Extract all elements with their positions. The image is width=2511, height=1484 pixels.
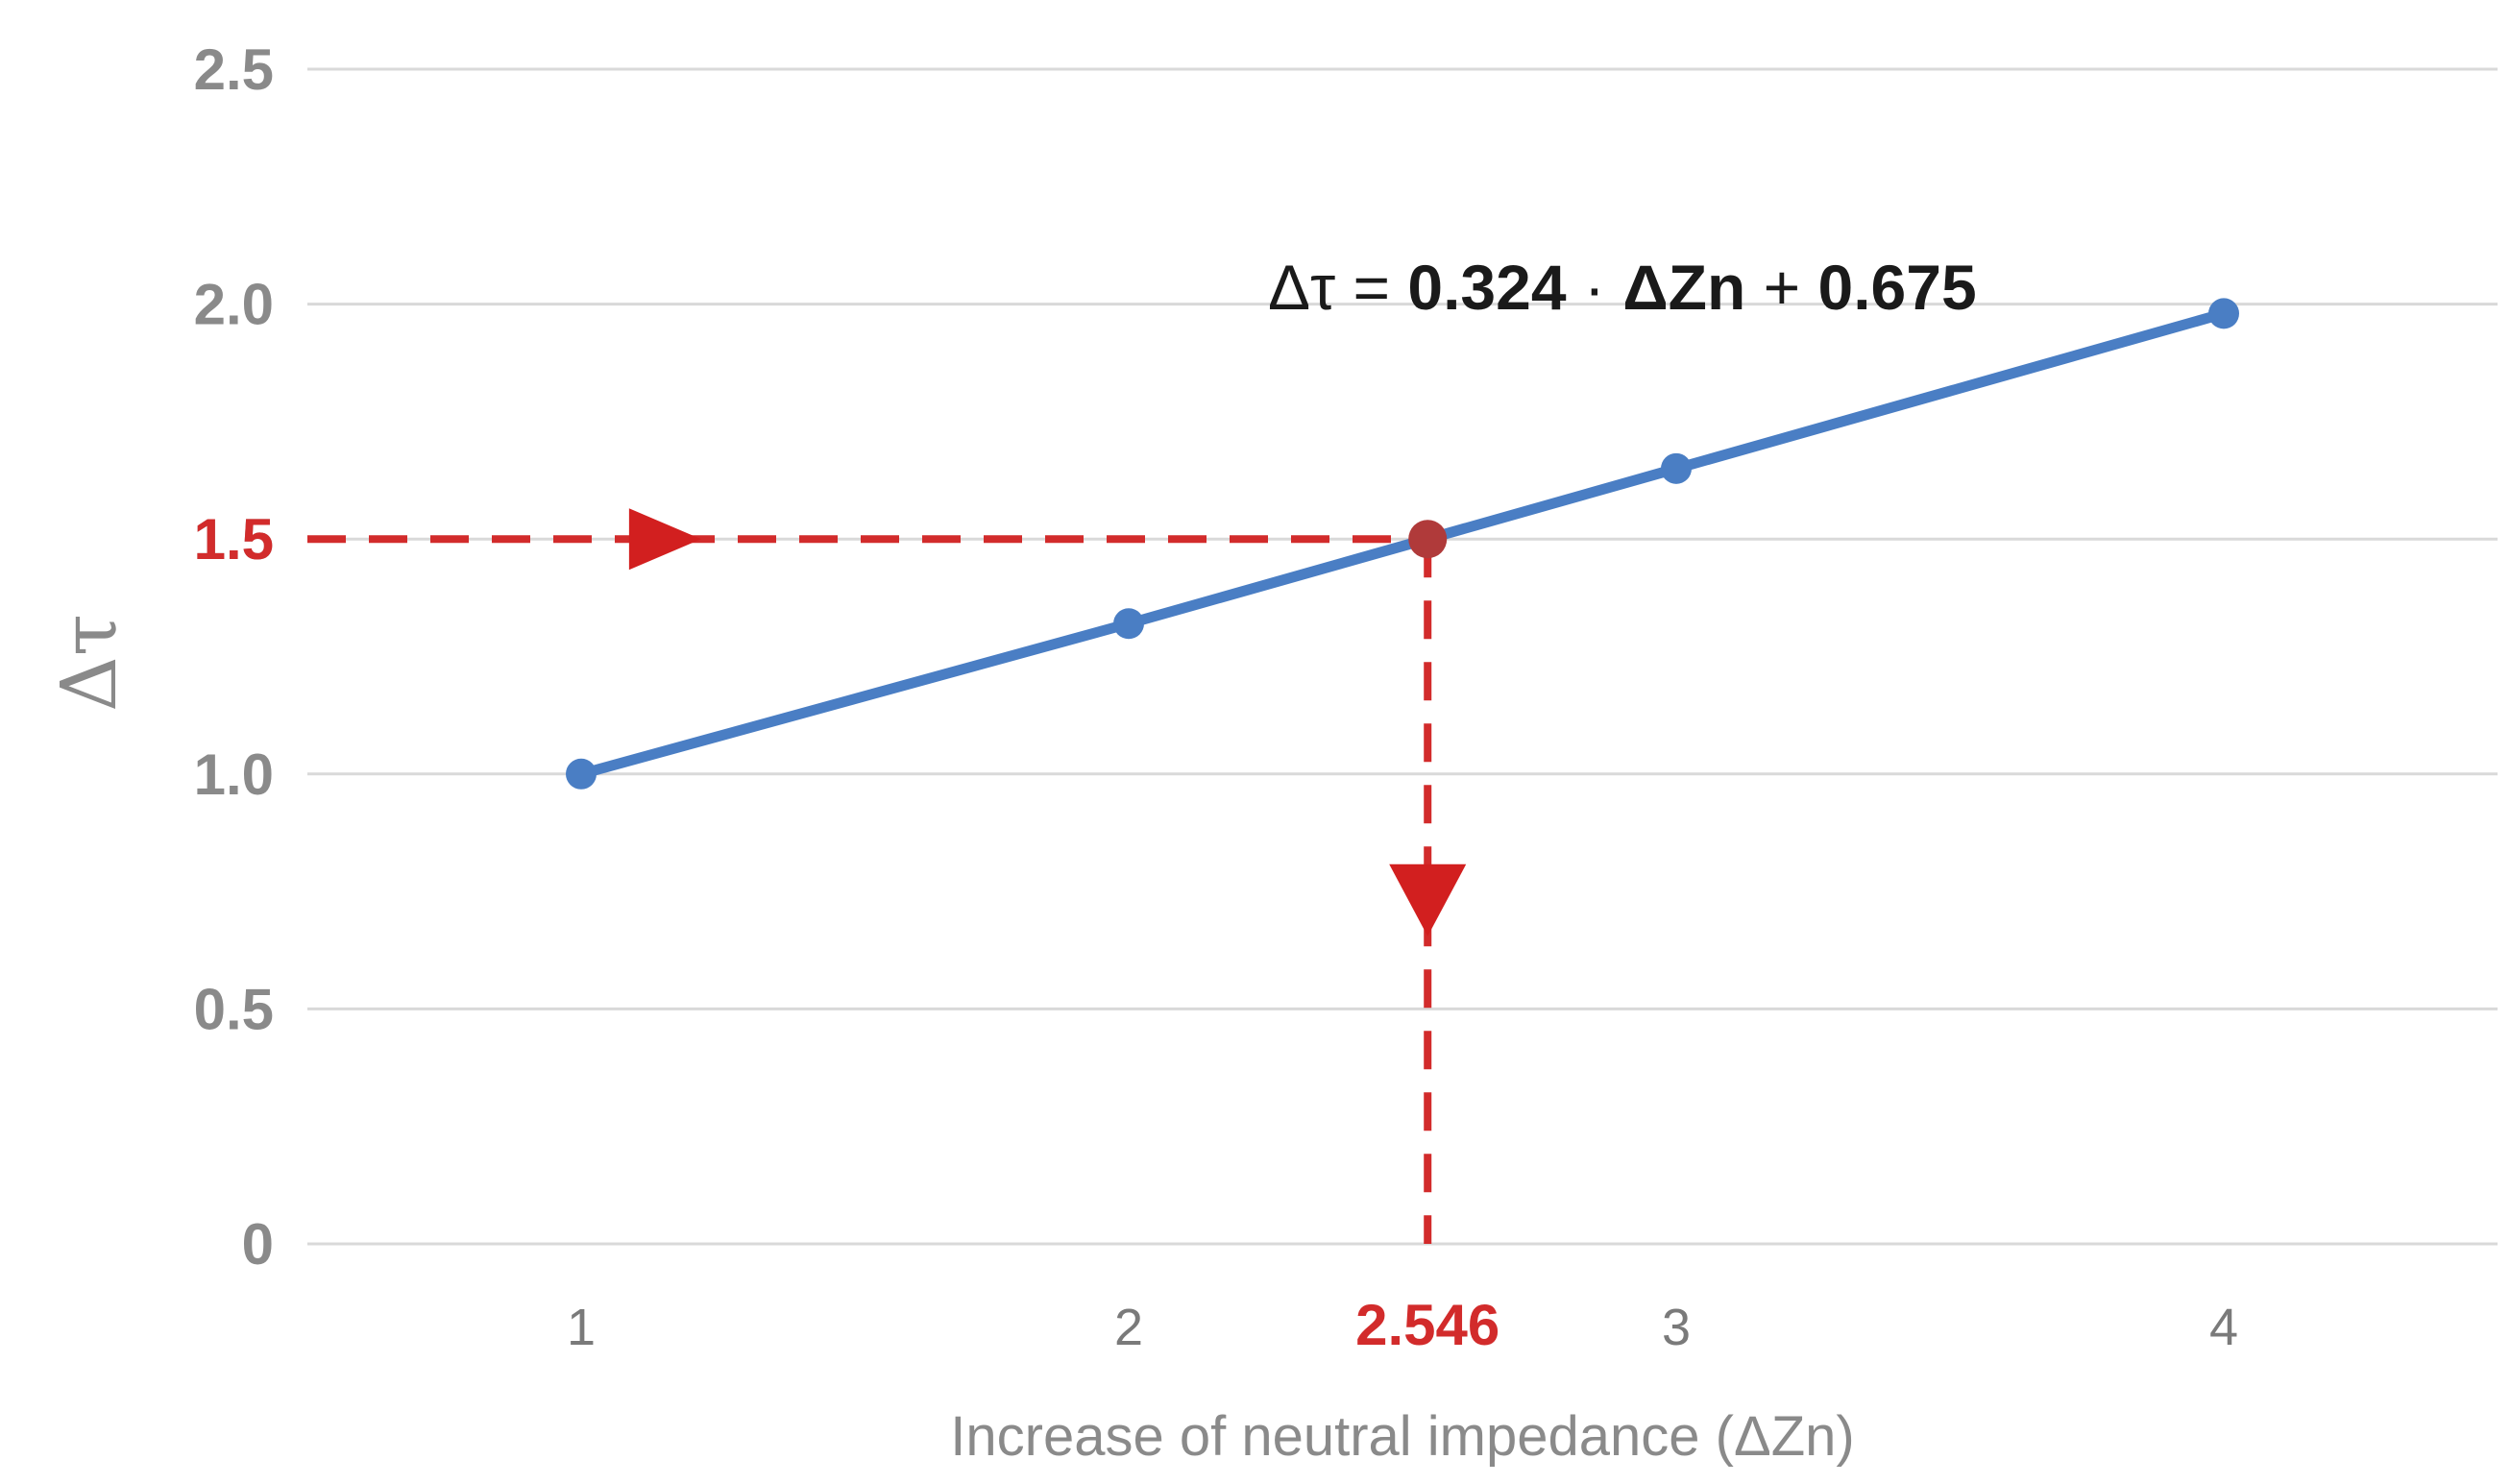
- target-y-label: 1.5: [194, 507, 274, 572]
- grid-lines: [307, 67, 2498, 1246]
- x-tick-label: 3: [1662, 1299, 1691, 1356]
- y-tick-label: 0.5: [194, 977, 274, 1041]
- equation-lhs: Δτ =: [1268, 252, 1407, 323]
- x-tick-labels: 1 2 3 4: [567, 1299, 2238, 1356]
- down-arrow-icon: [1389, 864, 1467, 937]
- equation-coef: 0.324: [1407, 252, 1566, 323]
- equation-const: 0.675: [1818, 252, 1977, 323]
- x-axis-title: Increase of neutral impedance (ΔZn): [950, 1405, 1854, 1468]
- y-tick-label: 1.0: [194, 742, 274, 807]
- series-line-0: [575, 307, 2230, 780]
- equation-plus: +: [1745, 252, 1817, 323]
- equation-label: Δτ = 0.324 · ΔZn + 0.675: [1268, 252, 1977, 323]
- y-tick-labels: 0 0.5 1.0 1.5 2.0 2.5: [194, 37, 274, 1277]
- equation-dot: ·: [1567, 252, 1623, 323]
- intersection-point: [1408, 520, 1448, 559]
- data-point: [2208, 298, 2239, 329]
- y-axis-title: Δτ: [44, 614, 134, 712]
- series-group: [566, 298, 2239, 790]
- y-tick-label: 0: [242, 1212, 274, 1277]
- y-tick-label: 1.5: [194, 507, 274, 572]
- y-tick-label: 2.5: [194, 37, 274, 102]
- x-tick-label: 4: [2209, 1299, 2238, 1356]
- result-x-label: 2.546: [1355, 1293, 1499, 1357]
- data-point: [566, 758, 597, 790]
- data-point: [1113, 608, 1144, 640]
- equation-var: ΔZn: [1622, 252, 1745, 323]
- y-tick-label: 2.0: [194, 273, 274, 337]
- data-point: [1661, 452, 1692, 484]
- x-tick-label: 2: [1114, 1299, 1143, 1356]
- right-arrow-icon: [628, 508, 701, 571]
- x-tick-label: 1: [567, 1299, 596, 1356]
- guide-lines: [307, 508, 1467, 1244]
